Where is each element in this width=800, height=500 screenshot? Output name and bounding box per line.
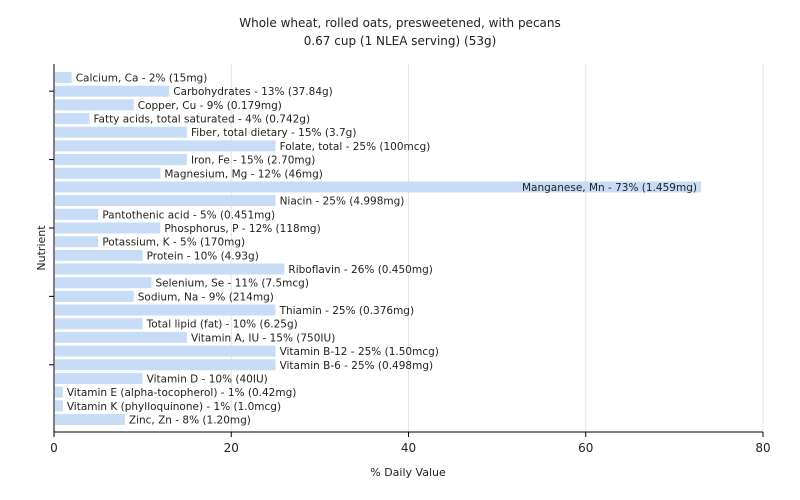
bar-label-25: Zinc, Zn - 8% (1.20mg): [129, 415, 251, 427]
x-tick-label-40: 40: [401, 441, 416, 455]
bar-10: [55, 208, 99, 220]
bar-18: [55, 318, 143, 330]
bar-9: [55, 195, 276, 207]
bar-6: [55, 154, 187, 166]
chart-subtitle: 0.67 cup (1 NLEA serving) (53g): [304, 34, 497, 48]
bar-label-23: Vitamin E (alpha-tocopherol) - 1% (0.42m…: [67, 387, 296, 399]
bar-label-16: Sodium, Na - 9% (214mg): [138, 291, 274, 303]
bar-label-15: Selenium, Se - 11% (7.5mcg): [155, 278, 308, 290]
bar-2: [55, 99, 134, 111]
bars: Calcium, Ca - 2% (15mg)Carbohydrates - 1…: [55, 72, 701, 427]
bar-12: [55, 236, 99, 248]
bar-label-14: Riboflavin - 26% (0.450mg): [288, 264, 432, 276]
bar-label-18: Total lipid (fat) - 10% (6.25g): [146, 319, 298, 331]
bar-label-2: Copper, Cu - 9% (0.179mg): [138, 100, 282, 112]
bar-label-20: Vitamin B-12 - 25% (1.50mcg): [280, 346, 439, 358]
bar-label-22: Vitamin D - 10% (40IU): [147, 373, 268, 385]
x-tick-label-60: 60: [578, 441, 593, 455]
bar-label-11: Phosphorus, P - 12% (118mg): [164, 223, 320, 235]
bar-16: [55, 290, 134, 302]
bar-14: [55, 263, 285, 275]
bar-label-1: Carbohydrates - 13% (37.84g): [173, 86, 333, 98]
x-tick-label-0: 0: [50, 441, 58, 455]
bar-4: [55, 126, 187, 138]
bar-label-9: Niacin - 25% (4.998mg): [280, 196, 405, 208]
axes: 0 20 40 60 80: [49, 64, 771, 455]
bar-label-4: Fiber, total dietary - 15% (3.7g): [191, 127, 356, 139]
grid-lines: [230, 64, 764, 432]
bar-label-19: Vitamin A, IU - 15% (750IU): [191, 332, 335, 344]
bar-label-7: Magnesium, Mg - 12% (46mg): [164, 168, 323, 180]
bar-23: [55, 386, 63, 398]
bar-21: [55, 359, 276, 371]
bar-1: [55, 85, 170, 97]
bar-label-0: Calcium, Ca - 2% (15mg): [76, 73, 208, 85]
x-tick-label-80: 80: [755, 441, 770, 455]
bar-22: [55, 372, 143, 384]
bar-5: [55, 140, 276, 152]
x-axis-title: % Daily Value: [370, 466, 446, 479]
bar-19: [55, 331, 187, 343]
bar-24: [55, 400, 63, 412]
bar-label-6: Iron, Fe - 15% (2.70mg): [191, 155, 315, 167]
bar-3: [55, 113, 90, 125]
bar-17: [55, 304, 276, 316]
bar-15: [55, 277, 152, 289]
bar-label-3: Fatty acids, total saturated - 4% (0.742…: [93, 114, 310, 126]
bar-20: [55, 345, 276, 357]
bar-label-13: Protein - 10% (4.93g): [147, 250, 259, 262]
bar-label-21: Vitamin B-6 - 25% (0.498mg): [280, 360, 434, 372]
bar-label-8: Manganese, Mn - 73% (1.459mg): [522, 182, 697, 194]
bar-label-17: Thiamin - 25% (0.376mg): [279, 305, 415, 317]
bar-label-5: Folate, total - 25% (100mcg): [280, 141, 431, 153]
bar-label-12: Potassium, K - 5% (170mg): [102, 237, 245, 249]
bar-0: [55, 72, 72, 83]
bar-label-10: Pantothenic acid - 5% (0.451mg): [102, 209, 275, 221]
bar-8: [55, 181, 701, 193]
bar-7: [55, 167, 161, 179]
chart-title: Whole wheat, rolled oats, presweetened, …: [239, 16, 561, 30]
x-tick-label-20: 20: [224, 441, 239, 455]
bar-25: [55, 414, 125, 425]
bar-11: [55, 222, 161, 234]
y-axis-title: Nutrient: [35, 225, 48, 271]
bar-label-24: Vitamin K (phylloquinone) - 1% (1.0mcg): [67, 401, 281, 413]
bar-13: [55, 249, 143, 261]
